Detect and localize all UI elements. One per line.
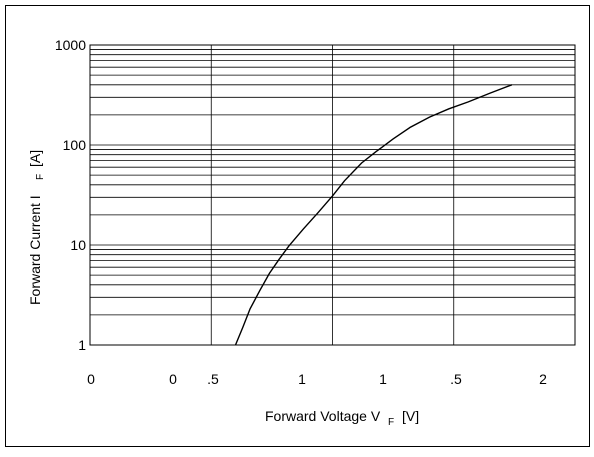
x-axis-label-sub: F	[388, 417, 394, 428]
y-axis-label-sub: F	[35, 174, 46, 180]
x-tick-label: .5	[450, 371, 462, 387]
y-axis-label: Forward Current I	[27, 195, 43, 305]
series-group	[234, 84, 513, 346]
x-tick-label: 1	[379, 371, 387, 387]
y-tick-labels: 1 10 100 1000	[55, 37, 86, 353]
outer-border	[5, 5, 590, 447]
x-tick-label: 0	[87, 371, 95, 387]
y-tick-label: 1	[78, 337, 86, 353]
x-tick-label: 2	[539, 371, 547, 387]
series-line	[234, 84, 513, 346]
y-tick-label: 10	[70, 237, 86, 253]
axis-labels: Forward Voltage V F [V] Forward Current I F […	[27, 150, 419, 428]
y-tick-label: 100	[63, 137, 87, 153]
x-tick-labels: 0 0 .5 1 1 .5 2	[87, 371, 547, 387]
x-axis-label: Forward Voltage V	[265, 408, 381, 424]
y-tick-label: 1000	[55, 37, 86, 53]
plot-area	[89, 44, 576, 346]
x-tick-label: 1	[298, 371, 306, 387]
x-tick-label: .5	[207, 371, 219, 387]
y-axis-unit: [A]	[27, 150, 43, 167]
x-axis-unit: [V]	[402, 408, 419, 424]
grid	[90, 45, 575, 345]
x-tick-label: 0	[169, 371, 177, 387]
